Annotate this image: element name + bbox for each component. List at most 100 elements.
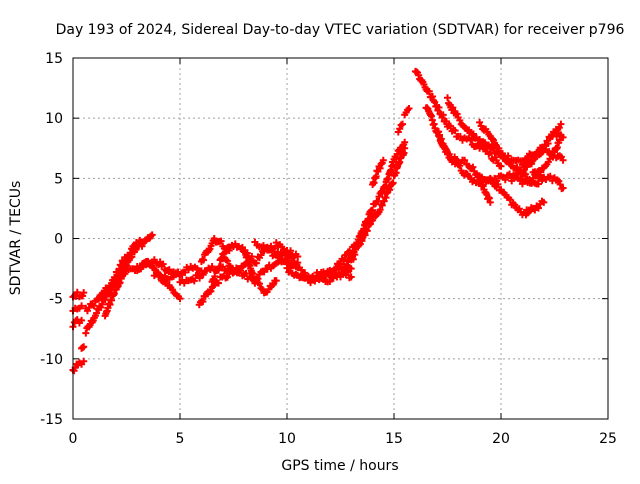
data-point: [453, 110, 461, 118]
data-point: [399, 120, 407, 128]
data-point: [461, 156, 469, 164]
data-point: [444, 148, 451, 156]
data-point: [78, 302, 86, 310]
data-point: [534, 204, 542, 212]
chart-title: Day 193 of 2024, Sidereal Day-to-day VTE…: [56, 22, 625, 38]
data-point: [326, 278, 334, 286]
data-point: [105, 285, 113, 293]
data-point: [537, 168, 545, 176]
data-point: [207, 287, 215, 295]
data-point: [476, 118, 484, 126]
data-point: [559, 133, 567, 141]
data-point: [257, 251, 265, 259]
data-point: [442, 117, 450, 125]
data-point: [494, 180, 502, 188]
x-tick-label: 25: [599, 431, 617, 447]
data-point: [199, 298, 207, 306]
data-point: [137, 264, 145, 272]
data-point: [95, 295, 103, 303]
data-point: [347, 273, 355, 281]
data-point: [497, 162, 505, 170]
data-point: [285, 268, 293, 276]
y-tick-label: -10: [40, 352, 63, 368]
data-point: [369, 206, 377, 214]
data-point: [337, 260, 344, 268]
data-point: [267, 246, 275, 254]
data-point: [344, 269, 352, 277]
data-point: [389, 179, 397, 187]
data-point: [223, 257, 231, 265]
data-point: [99, 291, 107, 299]
data-point: [111, 275, 119, 283]
data-point: [447, 122, 455, 130]
data-point: [377, 160, 385, 168]
data-point: [80, 357, 88, 365]
grid: [73, 58, 608, 419]
data-point: [527, 206, 535, 214]
data-point: [215, 263, 223, 271]
data-point: [200, 256, 208, 264]
data-point: [559, 184, 567, 192]
data-point: [546, 172, 554, 180]
data-point: [208, 262, 216, 270]
data-point: [469, 163, 477, 171]
data-point: [80, 289, 88, 297]
data-point: [456, 132, 464, 140]
data-point: [265, 285, 273, 293]
tick-labels: 0 5 10 15 20 25 -15 -10 -5 0 5 10 15: [40, 51, 617, 447]
data-point: [544, 140, 552, 148]
data-point: [277, 251, 285, 259]
data-point: [415, 71, 423, 79]
data-point: [451, 127, 459, 135]
data-point: [343, 261, 351, 269]
y-tick-label: 15: [45, 51, 63, 67]
data-point: [181, 268, 189, 276]
data-point: [559, 156, 567, 164]
data-point: [217, 237, 225, 245]
data-point: [287, 247, 295, 255]
data-point: [488, 176, 496, 184]
data-point: [82, 329, 90, 337]
data-point: [444, 94, 451, 102]
y-axis-label: SDTVAR / TECUs: [8, 181, 24, 296]
y-tick-label: 10: [45, 111, 63, 127]
data-point: [376, 164, 384, 172]
data-point: [378, 201, 386, 209]
data-point: [469, 130, 477, 138]
data-point: [396, 125, 404, 133]
data-point: [165, 266, 173, 274]
data-point: [126, 249, 134, 257]
y-tick-label: -5: [49, 292, 63, 308]
data-point: [120, 258, 128, 266]
data-point: [431, 98, 439, 106]
data-point: [520, 166, 528, 174]
data-point: [349, 255, 357, 263]
data-point: [435, 103, 443, 111]
data-point: [78, 316, 86, 324]
data-point: [488, 135, 496, 143]
plot-frame: [72, 57, 609, 420]
data-point: [159, 260, 167, 268]
data-point: [329, 269, 337, 277]
x-tick-label: 10: [278, 431, 296, 447]
data-point: [477, 182, 485, 190]
y-tick-label: 5: [54, 171, 63, 187]
data-point: [449, 104, 457, 112]
data-points: [69, 67, 567, 375]
data-point: [255, 280, 263, 288]
data-point: [252, 259, 260, 267]
data-point: [429, 93, 437, 101]
data-point: [534, 180, 542, 188]
data-point: [269, 281, 277, 289]
data-point: [223, 273, 231, 281]
data-point: [361, 231, 369, 239]
data-point: [117, 275, 125, 283]
data-point: [486, 198, 494, 206]
data-point: [456, 162, 464, 170]
y-tick-label: -15: [40, 412, 63, 428]
y-tick-label: 0: [54, 232, 63, 248]
data-point: [540, 198, 548, 206]
data-point: [495, 144, 503, 152]
